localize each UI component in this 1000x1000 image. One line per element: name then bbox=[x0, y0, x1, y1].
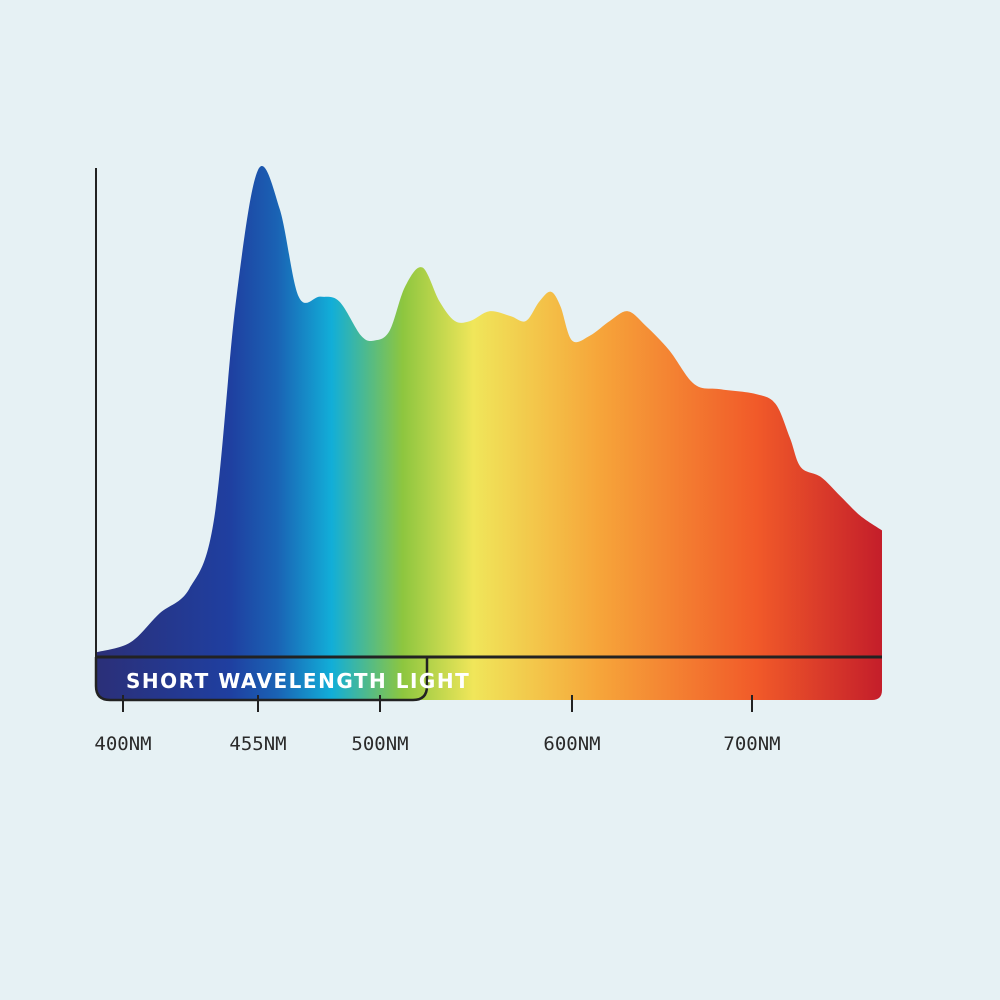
x-axis-ticks: 400NM 455NM 500NM 600NM 700NM bbox=[94, 695, 781, 755]
short-wavelength-label: SHORT WAVELENGTH LIGHT bbox=[126, 669, 470, 693]
x-tick-label: 500NM bbox=[351, 733, 408, 755]
short-wavelength-box bbox=[94, 657, 429, 702]
x-tick-label: 455NM bbox=[229, 733, 286, 755]
x-tick-label: 400NM bbox=[94, 733, 151, 755]
x-tick-label: 600NM bbox=[543, 733, 600, 755]
x-tick-label: 700NM bbox=[723, 733, 780, 755]
spectrum-area bbox=[96, 166, 882, 700]
